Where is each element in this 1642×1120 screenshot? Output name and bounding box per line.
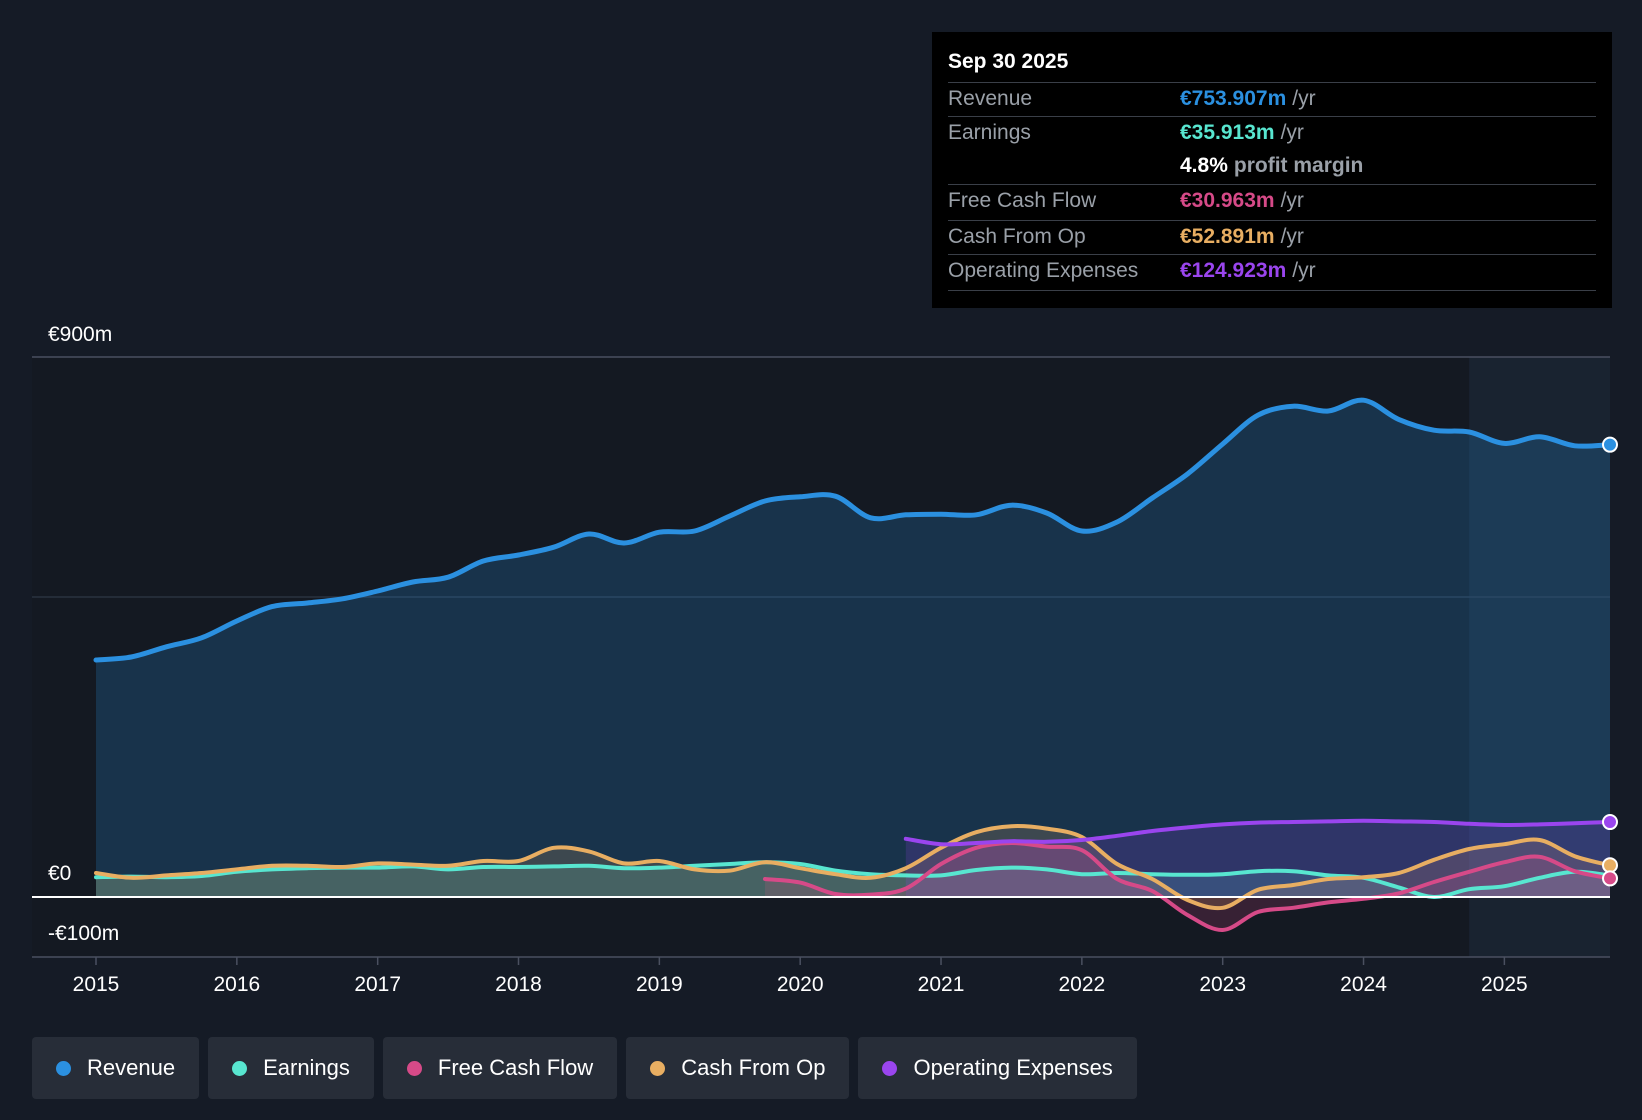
cash-from-op-area: [96, 826, 1610, 909]
tooltip-row-earnings: Earnings €35.913m/yr: [948, 116, 1596, 151]
x-tick-label: 2021: [918, 973, 965, 996]
tooltip-row-revenue: Revenue €753.907m/yr: [948, 82, 1596, 117]
series-lines: [93, 397, 1613, 932]
y-axis-bottom-label: -€100m: [48, 922, 119, 945]
tooltip-value: €52.891m/yr: [1180, 225, 1304, 248]
x-tick-label: 2019: [636, 973, 683, 996]
tooltip-row-fcf: Free Cash Flow €30.963m/yr: [948, 184, 1596, 219]
tooltip-date: Sep 30 2025: [948, 50, 1069, 73]
operating-expenses-line: [903, 818, 1612, 847]
series-fills: [96, 400, 1610, 931]
legend-item-cash-from-op[interactable]: Cash From Op: [626, 1037, 850, 1099]
axes: [32, 896, 1610, 958]
revenue-dot-icon: [56, 1060, 71, 1076]
legend-item-operating-expenses[interactable]: Operating Expenses: [858, 1037, 1137, 1099]
legend-item-earnings[interactable]: Earnings: [208, 1037, 374, 1099]
x-tick-label: 2024: [1340, 973, 1387, 996]
x-tick-label: 2016: [213, 973, 260, 996]
operating-expenses-dot-icon: [882, 1060, 898, 1076]
y-axis-zero-label: €0: [48, 862, 71, 885]
operating-expenses-endpoint: [1602, 814, 1618, 831]
legend-label: Cash From Op: [681, 1055, 826, 1080]
tooltip-label: Earnings: [948, 121, 1031, 144]
free-cash-flow-line: [763, 840, 1612, 932]
x-tick-label: 2017: [354, 973, 401, 996]
plot-background: [32, 357, 1610, 957]
tooltip-label: Cash From Op: [948, 225, 1086, 248]
revenue-line: [93, 397, 1613, 663]
earnings-dot-icon: [232, 1060, 248, 1076]
endpoint-markers: [1602, 436, 1618, 887]
tooltip-row-margin: 4.8% profit margin: [948, 150, 1596, 184]
legend-item-revenue[interactable]: Revenue: [32, 1037, 200, 1099]
x-tick-label: 2025: [1481, 973, 1528, 996]
x-tick-label: 2020: [777, 973, 824, 996]
gridlines: [32, 356, 1610, 598]
tooltip-profit-margin: 4.8% profit margin: [1180, 154, 1364, 177]
x-tick-label: 2018: [495, 973, 542, 996]
free-cash-flow-dot-icon: [406, 1060, 422, 1076]
legend: Revenue Earnings Free Cash Flow Cash Fro…: [32, 1037, 1137, 1099]
tooltip-value: €753.907m/yr: [1180, 87, 1316, 110]
legend-label: Operating Expenses: [913, 1055, 1113, 1080]
tooltip-value: €124.923m/yr: [1180, 259, 1316, 282]
tooltip-panel: Sep 30 2025 Revenue €753.907m/yr Earning…: [932, 32, 1612, 308]
free-cash-flow-area: [765, 842, 1610, 931]
x-tick-label: 2022: [1059, 973, 1106, 996]
x-axis-ticks: 2015 2016 2017 2018 2019 2020 2021 2022 2023 2024…: [73, 957, 1528, 996]
tooltip-label: Revenue: [948, 87, 1033, 110]
tooltip-label: Operating Expenses: [948, 259, 1139, 282]
free-cash-flow-endpoint: [1602, 870, 1618, 887]
cash-from-op-line: [94, 824, 1612, 911]
legend-label: Free Cash Flow: [437, 1055, 594, 1080]
tooltip-row-cfo: Cash From Op €52.891m/yr: [948, 220, 1596, 255]
tooltip-value: €35.913m/yr: [1180, 121, 1304, 144]
legend-item-free-cash-flow[interactable]: Free Cash Flow: [382, 1037, 618, 1099]
y-axis-top-label: €900m: [48, 323, 112, 346]
legend-label: Revenue: [87, 1055, 176, 1080]
operating-expenses-area: [905, 820, 1610, 897]
tooltip-value: €30.963m/yr: [1180, 189, 1304, 212]
x-tick-label: 2015: [73, 973, 120, 996]
revenue-endpoint: [1602, 436, 1618, 453]
tooltip-divider: [948, 290, 1596, 291]
earnings-area: [96, 862, 1610, 898]
tooltip-row-opex: Operating Expenses €124.923m/yr: [948, 254, 1596, 289]
legend-label: Earnings: [263, 1055, 350, 1080]
x-tick-label: 2023: [1199, 973, 1246, 996]
tooltip-label: Free Cash Flow: [948, 189, 1097, 212]
cash-from-op-dot-icon: [650, 1060, 666, 1076]
cash-from-op-endpoint: [1602, 857, 1618, 874]
revenue-area: [96, 400, 1610, 897]
